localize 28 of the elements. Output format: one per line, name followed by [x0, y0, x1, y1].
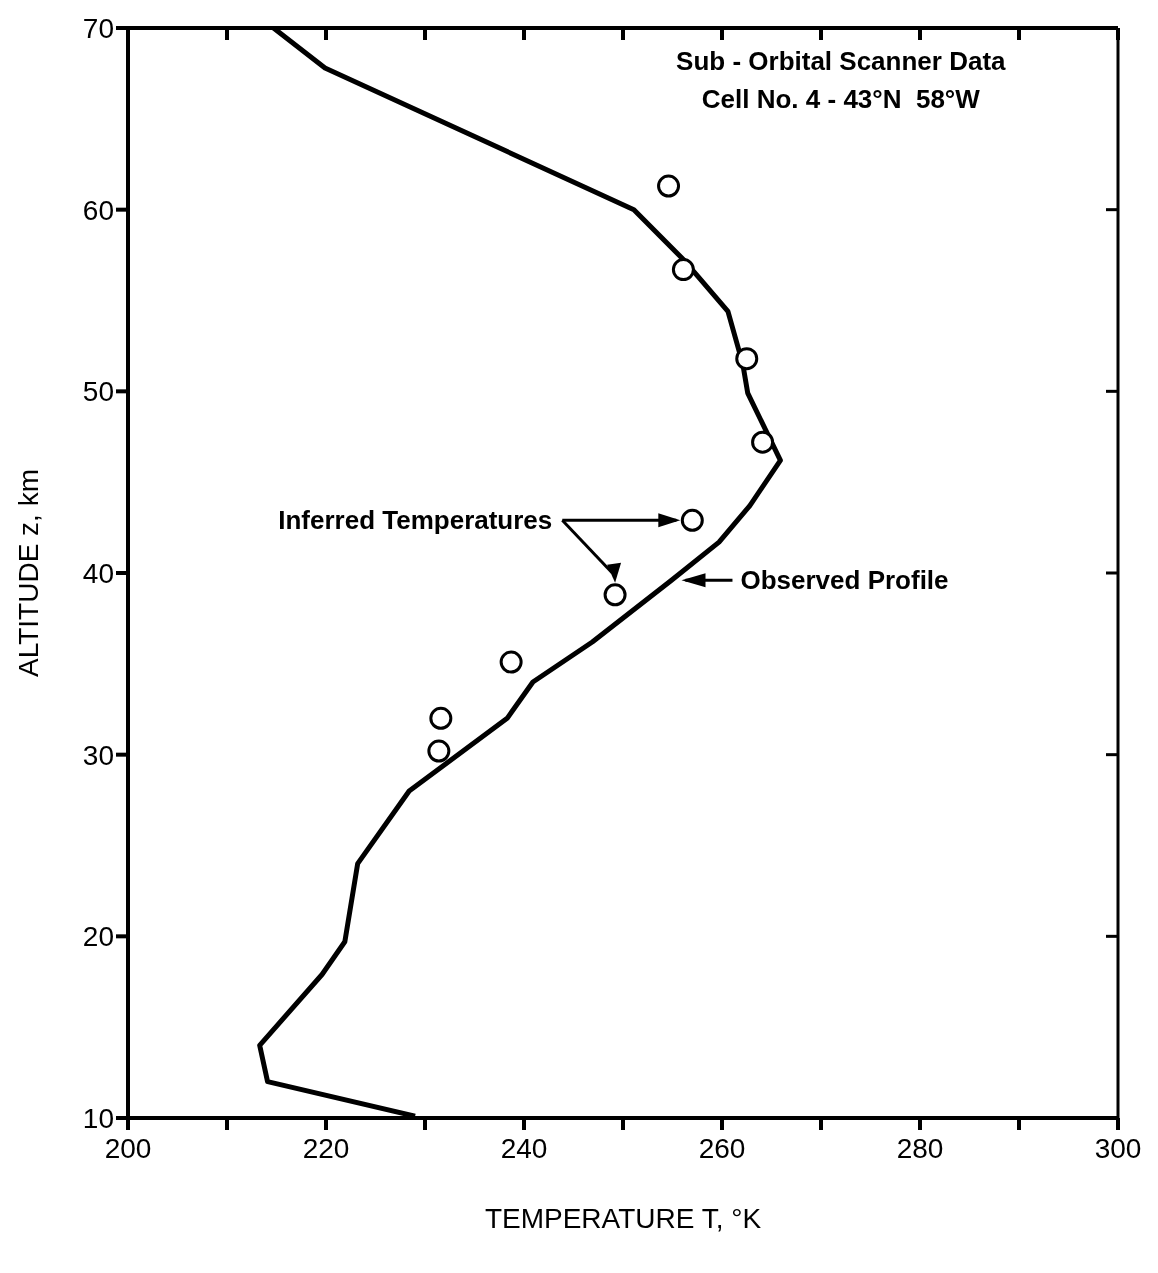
point: [735, 347, 759, 371]
y-tick-label: 70: [82, 12, 114, 44]
x-axis-title: TEMPERATURE T, °K: [484, 1203, 762, 1234]
annotation: Observed Profile: [740, 565, 949, 596]
point: [427, 739, 451, 763]
y-axis-title: ALTITUDE z, km: [12, 469, 44, 677]
point: [671, 258, 695, 282]
point: [429, 706, 453, 730]
y-tick-label: 10: [82, 1102, 114, 1134]
y-tick-label: 30: [82, 739, 114, 771]
point: [603, 583, 627, 607]
y-tick-label: 60: [82, 194, 114, 226]
x-tick-label: 280: [896, 1132, 944, 1164]
point: [751, 430, 775, 454]
point: [680, 508, 704, 532]
x-tick-label: 200: [104, 1132, 152, 1164]
text: Cell No. 4 - 43°N 58°W: [701, 84, 981, 114]
annotation: Inferred Temperatures: [278, 505, 553, 536]
x-tick-label: 260: [698, 1132, 746, 1164]
x-tick-label: 300: [1094, 1132, 1142, 1164]
text: Sub - Orbital Scanner Data: [676, 46, 1007, 76]
y-tick-label: 20: [82, 921, 114, 953]
y-tick-label: 40: [82, 557, 114, 589]
x-tick-label: 240: [500, 1132, 548, 1164]
point: [657, 174, 681, 198]
y-tick-label: 50: [82, 376, 114, 408]
x-tick-label: 220: [302, 1132, 350, 1164]
point: [499, 650, 523, 674]
